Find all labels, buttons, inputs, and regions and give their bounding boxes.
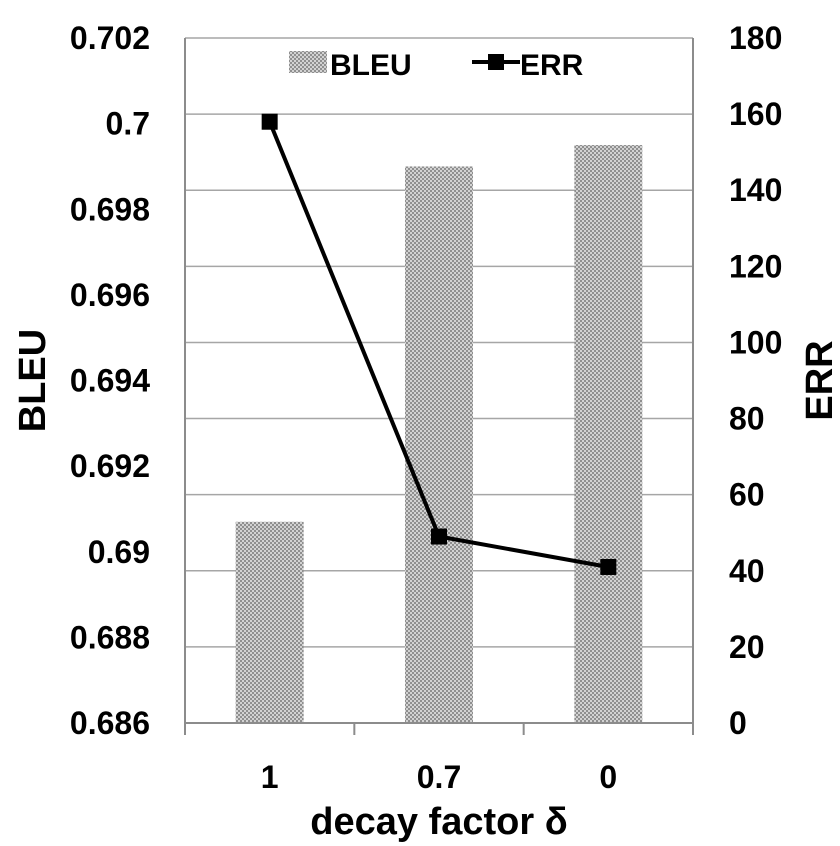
right-tick-label: 60	[729, 477, 765, 513]
err-line-series	[261, 113, 617, 575]
err-marker	[431, 528, 447, 545]
bleu-bar	[235, 521, 304, 723]
x-tick-label: 0.7	[417, 759, 461, 795]
err-marker	[600, 558, 617, 575]
legend-label-bleu: BLEU	[330, 49, 412, 82]
x-axis-title: decay factor δ	[310, 801, 567, 843]
left-tick-label: 0.692	[70, 448, 150, 484]
bleu-bar	[405, 166, 473, 723]
x-tick-label: 0	[599, 759, 617, 795]
right-tick-label: 160	[729, 96, 782, 132]
legend-label-err: ERR	[520, 49, 584, 82]
right-tick-label: 20	[729, 629, 765, 665]
bleu-bar	[574, 145, 643, 723]
left-tick-label: 0.694	[70, 363, 150, 399]
left-tick-label: 0.696	[70, 277, 150, 313]
left-tick-label: 0.688	[70, 619, 150, 655]
bleu-bars	[235, 145, 643, 723]
right-tick-label: 80	[729, 401, 765, 437]
x-tick-label: 1	[261, 759, 279, 795]
right-axis-title: ERR	[799, 340, 840, 420]
legend: BLEU ERR	[289, 49, 584, 82]
legend-swatch-err-marker	[488, 54, 504, 70]
axes	[184, 38, 694, 735]
right-tick-label: 120	[729, 248, 782, 284]
tick-labels: 0.702 0.7 0.698 0.696 0.694 0.692 0.69 0.688 0.6…	[70, 20, 782, 795]
right-tick-label: 40	[729, 553, 765, 589]
axis-titles: decay factor δ BLEU ERR	[12, 329, 840, 843]
right-tick-label: 0	[729, 705, 747, 741]
legend-swatch-bleu	[289, 51, 327, 73]
left-tick-label: 0.702	[70, 20, 150, 56]
right-tick-label: 100	[729, 324, 782, 360]
left-axis-title: BLEU	[12, 329, 54, 432]
left-tick-label: 0.698	[70, 191, 150, 227]
right-tick-label: 140	[729, 172, 782, 208]
err-marker	[261, 113, 278, 130]
left-tick-label: 0.69	[88, 534, 150, 570]
left-tick-label: 0.7	[106, 106, 150, 142]
left-tick-label: 0.686	[70, 705, 150, 741]
right-tick-label: 180	[729, 20, 782, 56]
